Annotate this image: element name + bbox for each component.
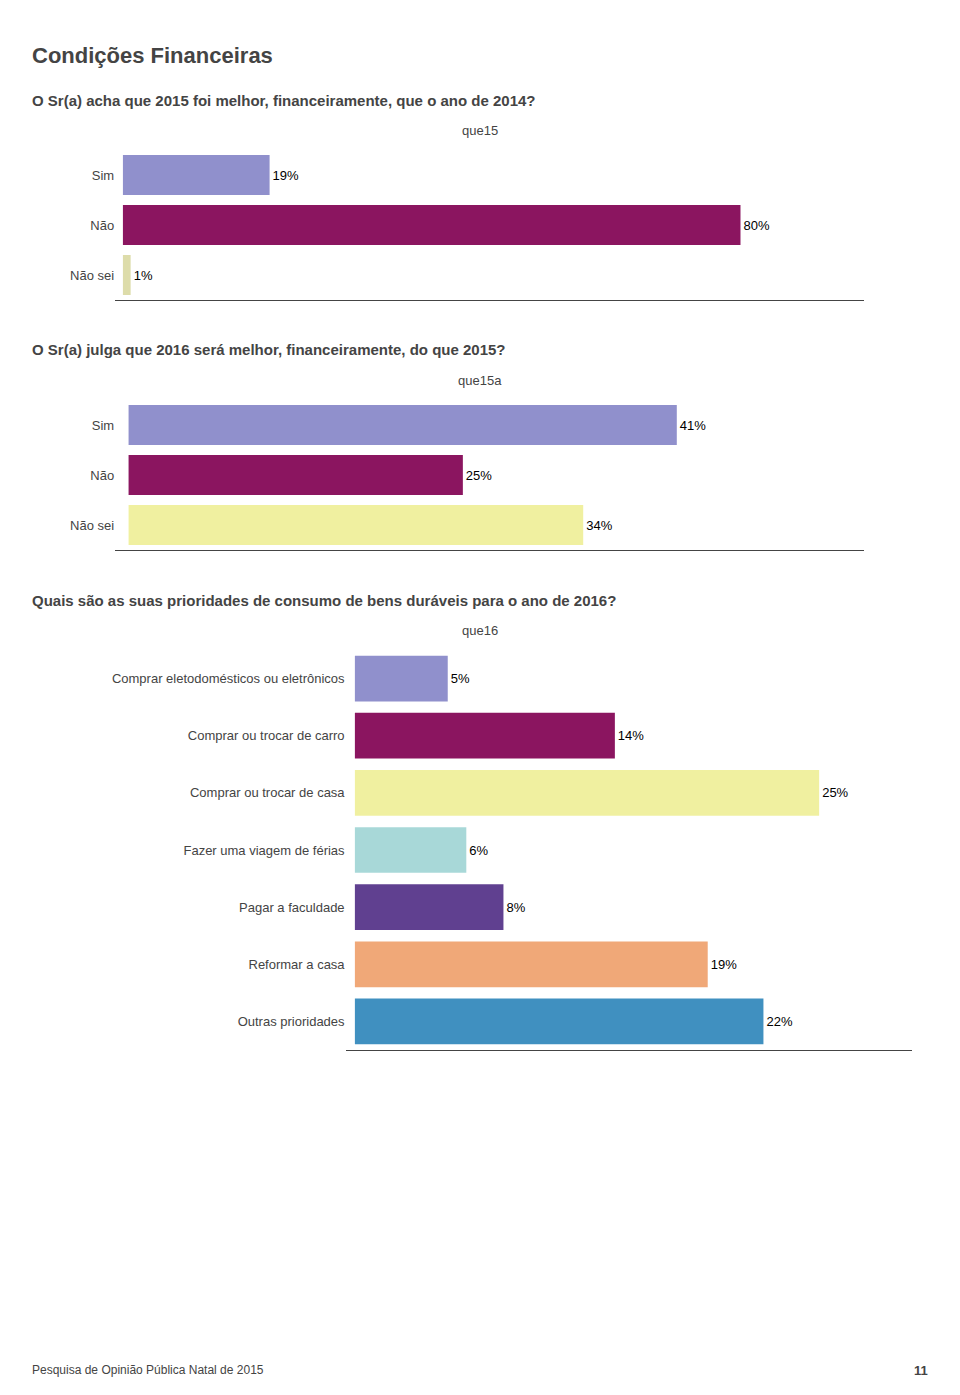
svg-text:Não sei: Não sei [70,518,114,533]
svg-text:que15a: que15a [458,373,502,388]
svg-text:19%: 19% [273,168,299,183]
svg-text:Comprar ou trocar de carro: Comprar ou trocar de carro [188,728,345,743]
svg-text:Não sei: Não sei [70,268,114,283]
svg-text:que16: que16 [462,623,498,638]
svg-text:1%: 1% [134,268,153,283]
svg-text:25%: 25% [466,468,492,483]
svg-text:Comprar ou trocar de casa: Comprar ou trocar de casa [190,785,345,800]
svg-text:11: 11 [914,1363,928,1378]
svg-text:Não: Não [90,468,114,483]
svg-text:80%: 80% [743,218,769,233]
svg-text:Comprar eletodomésticos ou ele: Comprar eletodomésticos ou eletrônicos [112,671,345,686]
svg-text:Quais são as suas prioridades: Quais são as suas prioridades de consumo… [32,592,616,609]
svg-text:22%: 22% [766,1014,792,1029]
svg-text:Não: Não [90,218,114,233]
svg-text:41%: 41% [680,418,706,433]
svg-text:Pagar a faculdade: Pagar a faculdade [239,900,345,915]
svg-text:19%: 19% [711,957,737,972]
svg-text:Sim: Sim [92,418,114,433]
svg-text:Condições Financeiras: Condições Financeiras [32,43,273,68]
svg-text:34%: 34% [586,518,612,533]
svg-text:5%: 5% [451,671,470,686]
svg-text:Reformar a casa: Reformar a casa [249,957,346,972]
svg-text:6%: 6% [469,843,488,858]
svg-text:Outras prioridades: Outras prioridades [238,1014,345,1029]
svg-text:8%: 8% [506,900,525,915]
svg-text:O Sr(a) julga que 2016 será me: O Sr(a) julga que 2016 será melhor, fina… [32,341,506,358]
svg-text:Sim: Sim [92,168,114,183]
svg-text:Fazer uma viagem de férias: Fazer uma viagem de férias [183,843,345,858]
svg-text:O Sr(a) acha que 2015 foi melh: O Sr(a) acha que 2015 foi melhor, financ… [32,92,536,109]
svg-text:14%: 14% [618,728,644,743]
svg-text:Pesquisa de Opinião Pública Na: Pesquisa de Opinião Pública Natal de 201… [32,1363,264,1377]
svg-text:25%: 25% [822,785,848,800]
svg-text:que15: que15 [462,123,498,138]
